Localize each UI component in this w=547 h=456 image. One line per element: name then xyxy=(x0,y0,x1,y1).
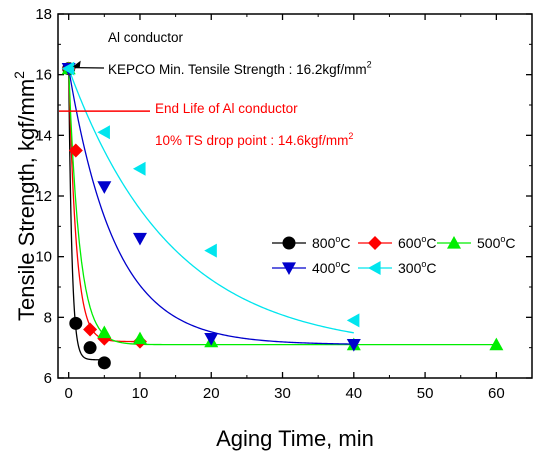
y-tick-label: 10 xyxy=(35,249,52,266)
series-300-point xyxy=(132,161,146,176)
series-400-point xyxy=(204,332,219,346)
data-markers xyxy=(61,61,504,370)
y-tick-label: 14 xyxy=(35,127,52,144)
series-600-curve xyxy=(68,68,140,343)
series-500-point xyxy=(97,325,112,339)
legend-label: 800oC xyxy=(312,234,351,251)
annotation-kepco: KEPCO Min. Tensile Strength : 16.2kgf/mm… xyxy=(108,60,372,77)
legend-label: 600oC xyxy=(398,234,437,251)
legend-marker xyxy=(368,236,382,250)
series-600-point xyxy=(68,143,83,158)
x-tick-label: 30 xyxy=(274,385,291,402)
series-300-point xyxy=(204,243,217,258)
series-300-point xyxy=(97,125,110,140)
x-tick-label: 60 xyxy=(488,385,505,402)
annotation-end-life: End Life of Al conductor xyxy=(155,101,298,116)
x-tick-label: 40 xyxy=(345,385,362,402)
series-400-point xyxy=(132,232,147,246)
y-tick-label: 12 xyxy=(35,188,52,205)
kepco-arrowhead xyxy=(72,60,81,68)
series-600-point xyxy=(83,322,98,337)
legend-marker xyxy=(282,236,296,250)
annotation-material: Al conductor xyxy=(108,30,184,45)
y-tick-label: 6 xyxy=(44,370,52,387)
x-axis-label: Aging Time, min xyxy=(216,426,374,451)
series-400-point xyxy=(346,339,361,352)
series-300-point xyxy=(61,61,75,76)
legend-marker xyxy=(368,261,381,275)
series-800-point xyxy=(97,356,111,370)
legend-label: 400oC xyxy=(312,259,351,276)
x-tick-label: 20 xyxy=(203,385,220,402)
series-800-curve xyxy=(68,68,105,361)
y-axis-label: Tensile Strength, kgf/mm2 xyxy=(11,71,39,321)
legend-marker xyxy=(447,236,461,249)
legend-label: 500oC xyxy=(477,234,516,251)
legend-label: 300oC xyxy=(398,259,437,276)
y-tick-label: 8 xyxy=(44,309,52,326)
plot-frame-layer xyxy=(57,13,533,379)
series-400-curve xyxy=(68,68,354,345)
series-500-point xyxy=(132,331,147,345)
series-300-curve xyxy=(68,68,354,334)
y-tick-label: 18 xyxy=(35,6,52,23)
y-tick-label: 16 xyxy=(35,67,52,84)
series-800-point xyxy=(83,341,97,355)
x-tick-label: 50 xyxy=(417,385,434,402)
series-500-point xyxy=(489,337,504,351)
annotation-ts-drop: 10% TS drop point : 14.6kgf/mm2 xyxy=(155,131,353,148)
series-300-point xyxy=(346,313,360,328)
series-800-point xyxy=(69,316,83,330)
x-tick-label: 0 xyxy=(65,385,73,402)
x-tick-label: 10 xyxy=(132,385,149,402)
legend-marker xyxy=(282,262,296,275)
series-400-point xyxy=(97,181,112,194)
labels: 0 10 20 30 40 50 60 6 8 10 12 14 16 18 Aging Time, min… xyxy=(11,6,515,451)
